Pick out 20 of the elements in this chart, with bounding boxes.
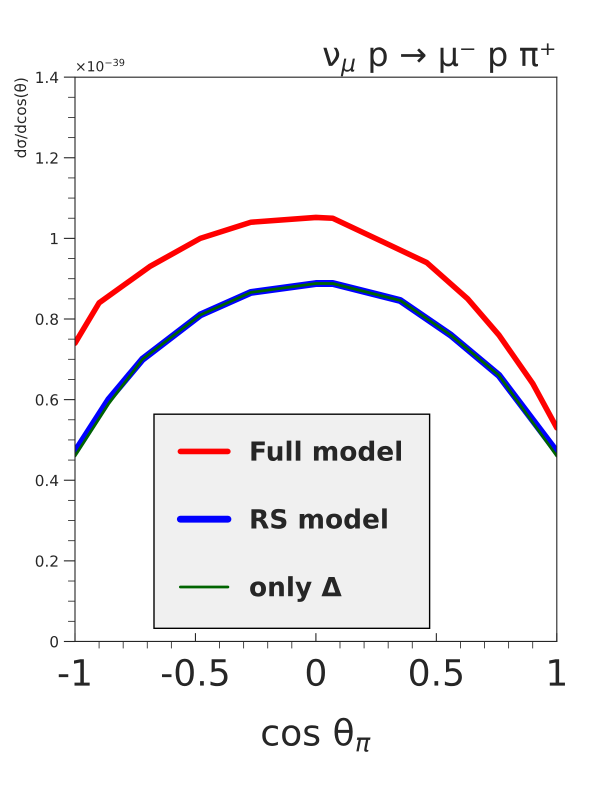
y-tick-label: 1.4 <box>36 72 58 83</box>
y-tick-label: 0.2 <box>36 555 58 567</box>
legend-label: only Δ <box>250 576 342 602</box>
text: ×10$^{−39}$ <box>76 58 124 72</box>
y-axis-title: dσ/dcos(θ) <box>14 78 28 158</box>
x-tick-label: -0.5 <box>162 658 228 686</box>
x-tick-label: 0 <box>306 658 325 686</box>
y-tick-label: 0.4 <box>36 474 58 486</box>
y-tick-label: 1.2 <box>36 152 58 164</box>
y-tick-label: 0 <box>50 636 58 648</box>
legend-label: Full model <box>251 440 402 462</box>
chart-title: ν$_{μ}$ p → μ⁻ p π⁺ <box>323 43 554 76</box>
y-tick-label: 1 <box>50 233 58 244</box>
y-tick-label: 0.6 <box>36 394 58 406</box>
x-tick-label: 1 <box>549 659 565 686</box>
x-axis-title: cos θ$_{π}$ <box>262 718 371 752</box>
x-tick-label: 0.5 <box>410 658 462 686</box>
x-tick-label: -1 <box>58 659 90 686</box>
y-tick-label: 0.8 <box>36 313 58 326</box>
legend-label: RS model <box>251 508 387 529</box>
